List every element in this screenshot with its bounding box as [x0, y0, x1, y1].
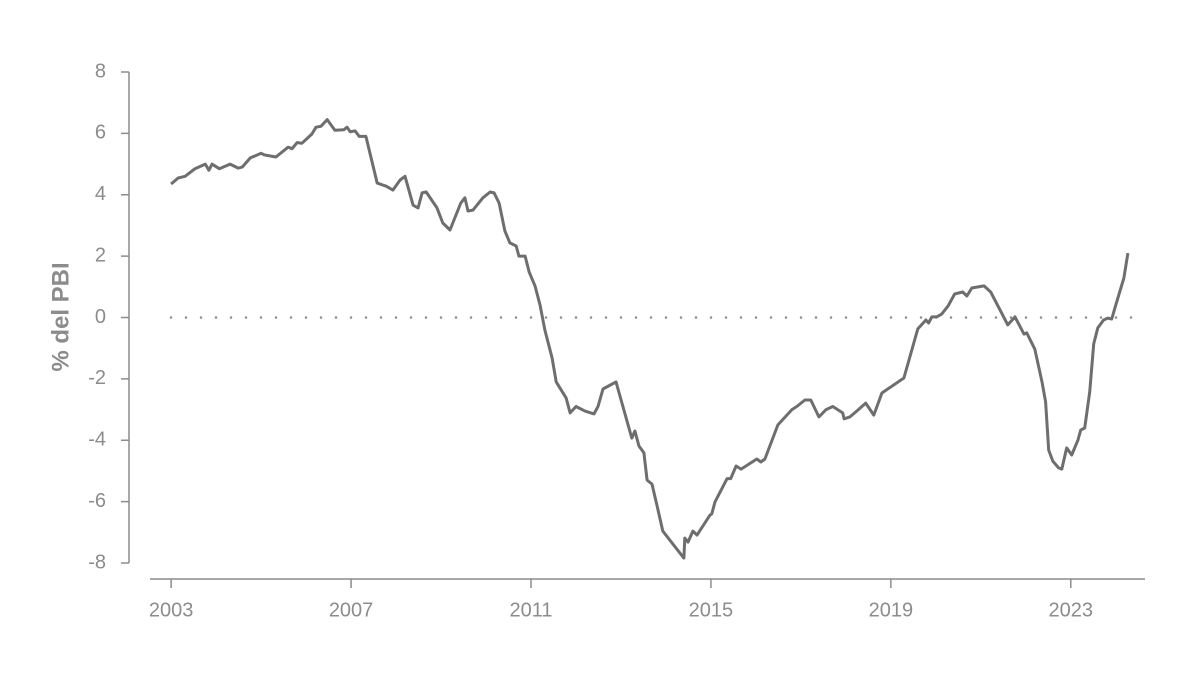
y-tick-label: -4	[88, 429, 106, 451]
y-tick-label: -8	[88, 551, 106, 573]
y-tick-label: -2	[88, 367, 106, 389]
y-tick-label: 6	[95, 122, 106, 144]
x-tick-label: 2023	[1049, 599, 1094, 621]
y-tick-label: 2	[95, 244, 106, 266]
x-tick-label: 2015	[689, 599, 734, 621]
x-tick-label: 2019	[869, 599, 914, 621]
x-tick-label: 2003	[149, 599, 194, 621]
y-tick-label: 4	[95, 183, 106, 205]
y-tick-label: 8	[95, 60, 106, 82]
x-tick-label: 2011	[509, 599, 552, 621]
x-tick-label: 2007	[329, 599, 374, 621]
y-axis-label: % del PBI	[47, 262, 74, 371]
line-series	[170, 118, 1130, 560]
y-tick-label: -6	[88, 490, 106, 512]
y-tick-label: 0	[95, 306, 106, 328]
